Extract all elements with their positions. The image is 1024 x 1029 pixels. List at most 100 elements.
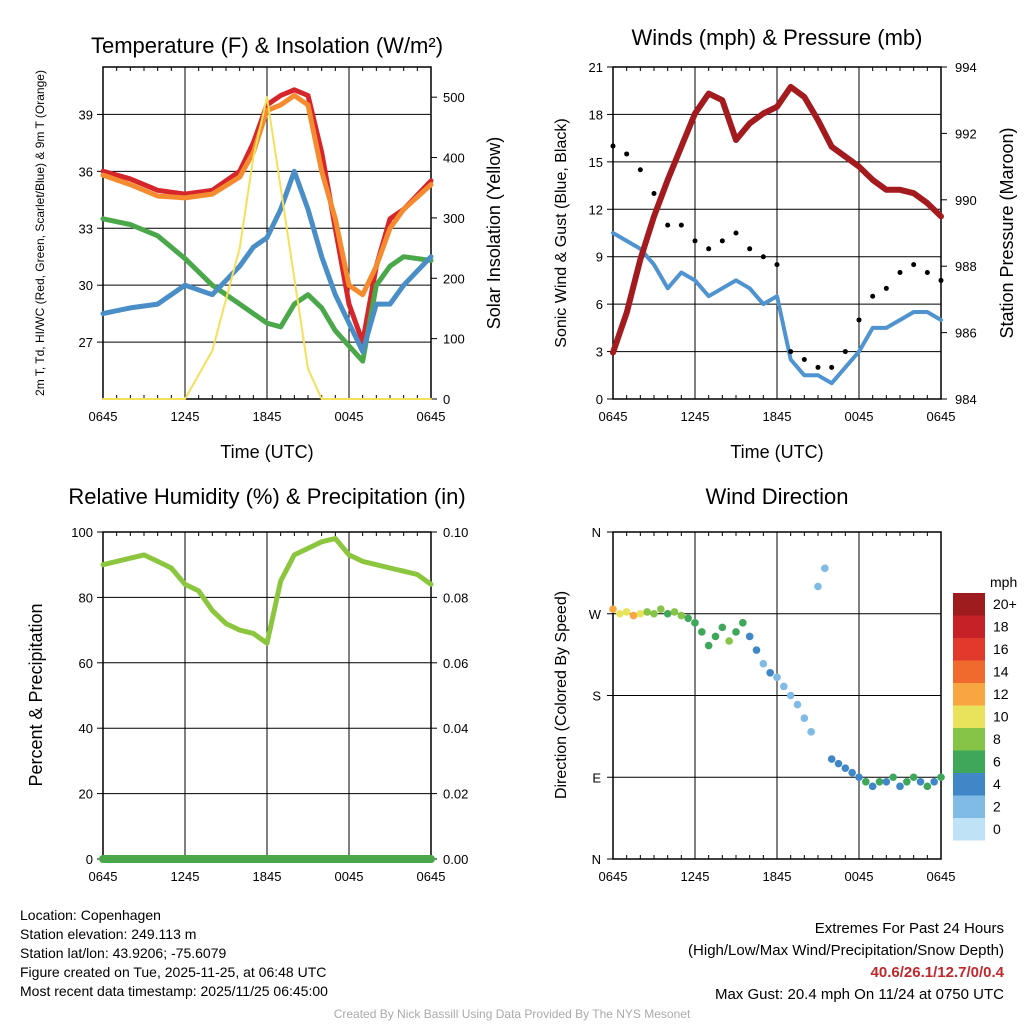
gust-point bbox=[678, 222, 684, 228]
gust-point bbox=[665, 222, 671, 228]
gust-point bbox=[610, 143, 616, 149]
gust-point bbox=[774, 262, 780, 268]
y-tick-label-left: N bbox=[592, 852, 601, 867]
y-tick-label-right: 0 bbox=[443, 392, 450, 407]
gust-point bbox=[938, 277, 944, 283]
panel-4: 0645 1245 1845 0045 0645 N E S W N Wind Direction D… bbox=[553, 484, 1017, 884]
y-tick-label-right: 200 bbox=[443, 271, 465, 286]
legend-swatch bbox=[953, 818, 985, 841]
legend-swatch bbox=[953, 660, 985, 683]
legend-label: 8 bbox=[993, 731, 1001, 747]
y-tick-label-left: 60 bbox=[79, 656, 93, 671]
data-timestamp: Most recent data timestamp: 2025/11/25 0… bbox=[20, 983, 328, 999]
x-tick-label: 0045 bbox=[845, 869, 874, 884]
legend-swatch bbox=[953, 593, 985, 616]
gust-point bbox=[842, 349, 848, 355]
y-tick-label-left: 21 bbox=[589, 60, 603, 75]
legend-swatch bbox=[953, 683, 985, 706]
direction-point bbox=[704, 641, 713, 650]
y-tick-label-right: 994 bbox=[955, 60, 977, 75]
y-tick-label-left: 40 bbox=[79, 721, 93, 736]
x-tick-label: 0645 bbox=[927, 869, 956, 884]
legend-swatch bbox=[953, 728, 985, 751]
legend-label: 0 bbox=[993, 821, 1001, 837]
series-hi-wc bbox=[100, 168, 434, 355]
x-tick-label: 1245 bbox=[681, 869, 710, 884]
x-axis-label: Time (UTC) bbox=[220, 442, 313, 462]
y-tick-label-right: 300 bbox=[443, 211, 465, 226]
y-axis-label-right: Station Pressure (Maroon) bbox=[997, 127, 1017, 338]
y-tick-label-right: 100 bbox=[443, 332, 465, 347]
station-elevation: Station elevation: 249.113 m bbox=[20, 926, 197, 942]
series-9m-t bbox=[100, 93, 434, 298]
gust-point bbox=[856, 317, 862, 323]
direction-point bbox=[622, 608, 631, 616]
x-tick-label: 0645 bbox=[89, 869, 118, 884]
legend-label: 4 bbox=[993, 776, 1001, 792]
direction-point bbox=[670, 608, 679, 616]
y-tick-label-left: 0 bbox=[86, 852, 93, 867]
direction-point bbox=[725, 637, 733, 645]
direction-point bbox=[684, 614, 692, 623]
legend-swatch bbox=[953, 795, 985, 818]
y-tick-label-left: 27 bbox=[79, 335, 93, 350]
direction-point bbox=[862, 777, 870, 786]
direction-point bbox=[677, 611, 686, 620]
y-axis-label-left: 2m T, Td, HI/WC (Red, Green, Scarlet/Blu… bbox=[33, 70, 47, 396]
direction-point bbox=[841, 764, 850, 772]
y-tick-label-right: 0.10 bbox=[443, 525, 468, 540]
panel-3: 0645 1245 1845 0045 0645 0 20 40 60 80 100 0.00 0.02… bbox=[26, 484, 468, 884]
direction-point bbox=[650, 609, 658, 618]
chart-title: Wind Direction bbox=[705, 484, 848, 509]
direction-point bbox=[786, 691, 795, 700]
direction-point bbox=[834, 759, 843, 768]
direction-point bbox=[875, 777, 884, 786]
y-tick-label-right: 0.04 bbox=[443, 721, 468, 736]
y-tick-label-left: 15 bbox=[589, 155, 603, 170]
direction-point bbox=[759, 659, 768, 668]
y-tick-label-right: 0.08 bbox=[443, 590, 468, 605]
legend-label: 10 bbox=[993, 709, 1009, 725]
series-sonic-wind bbox=[611, 231, 943, 386]
direction-point bbox=[889, 773, 897, 782]
direction-point bbox=[732, 628, 740, 636]
legend-label: 16 bbox=[993, 641, 1009, 657]
extremes-title: Extremes For Past 24 Hours bbox=[814, 920, 1004, 937]
legend-swatch bbox=[953, 638, 985, 661]
direction-point bbox=[800, 714, 809, 723]
figure-created: Figure created on Tue, 2025-11-25, at 06… bbox=[20, 964, 327, 980]
y-tick-label-right: 0.00 bbox=[443, 852, 468, 867]
series-relative-humidity bbox=[100, 536, 434, 646]
y-tick-label-left: W bbox=[589, 607, 602, 622]
direction-point bbox=[814, 582, 822, 591]
y-tick-label-left: S bbox=[592, 689, 601, 704]
x-tick-label: 0045 bbox=[335, 869, 364, 884]
y-tick-label-left: 12 bbox=[589, 202, 603, 217]
x-tick-label: 1845 bbox=[253, 869, 282, 884]
y-tick-label-left: 3 bbox=[596, 345, 603, 360]
legend-swatch bbox=[953, 705, 985, 728]
credit-line: Created By Nick Bassill Using Data Provi… bbox=[333, 1007, 691, 1021]
gust-point bbox=[733, 230, 739, 236]
legend-label: 20+ bbox=[993, 596, 1017, 612]
legend-swatch bbox=[953, 750, 985, 773]
direction-point bbox=[937, 773, 945, 782]
y-tick-label-left: 9 bbox=[596, 250, 603, 265]
x-tick-label: 0645 bbox=[417, 409, 446, 424]
max-gust: Max Gust: 20.4 mph On 11/24 at 0750 UTC bbox=[714, 986, 1004, 1003]
y-tick-label-left: 36 bbox=[79, 164, 93, 179]
direction-point bbox=[663, 609, 672, 618]
legend-label: 18 bbox=[993, 619, 1009, 635]
direction-point bbox=[766, 668, 774, 677]
y-tick-label-left: 6 bbox=[596, 297, 603, 312]
panel-2: 0645 1245 1845 0045 0645 0 3 6 9 12 15 18 21 984 986 98… bbox=[553, 25, 1017, 462]
gust-point bbox=[747, 246, 753, 252]
panel-1: 0645 1245 1845 0045 0645 27 30 33 36 39 0 100 200 300… bbox=[33, 33, 504, 462]
x-tick-label: 0045 bbox=[845, 409, 874, 424]
chart-title: Temperature (F) & Insolation (W/m²) bbox=[91, 33, 443, 58]
x-tick-label: 0645 bbox=[599, 409, 628, 424]
direction-point bbox=[855, 773, 863, 782]
y-axis-label-right: Solar Insolation (Yellow) bbox=[484, 137, 504, 329]
speed-legend: mph 20+ 18 16 14 12 10 8 6 4 2 0 bbox=[953, 574, 1017, 841]
